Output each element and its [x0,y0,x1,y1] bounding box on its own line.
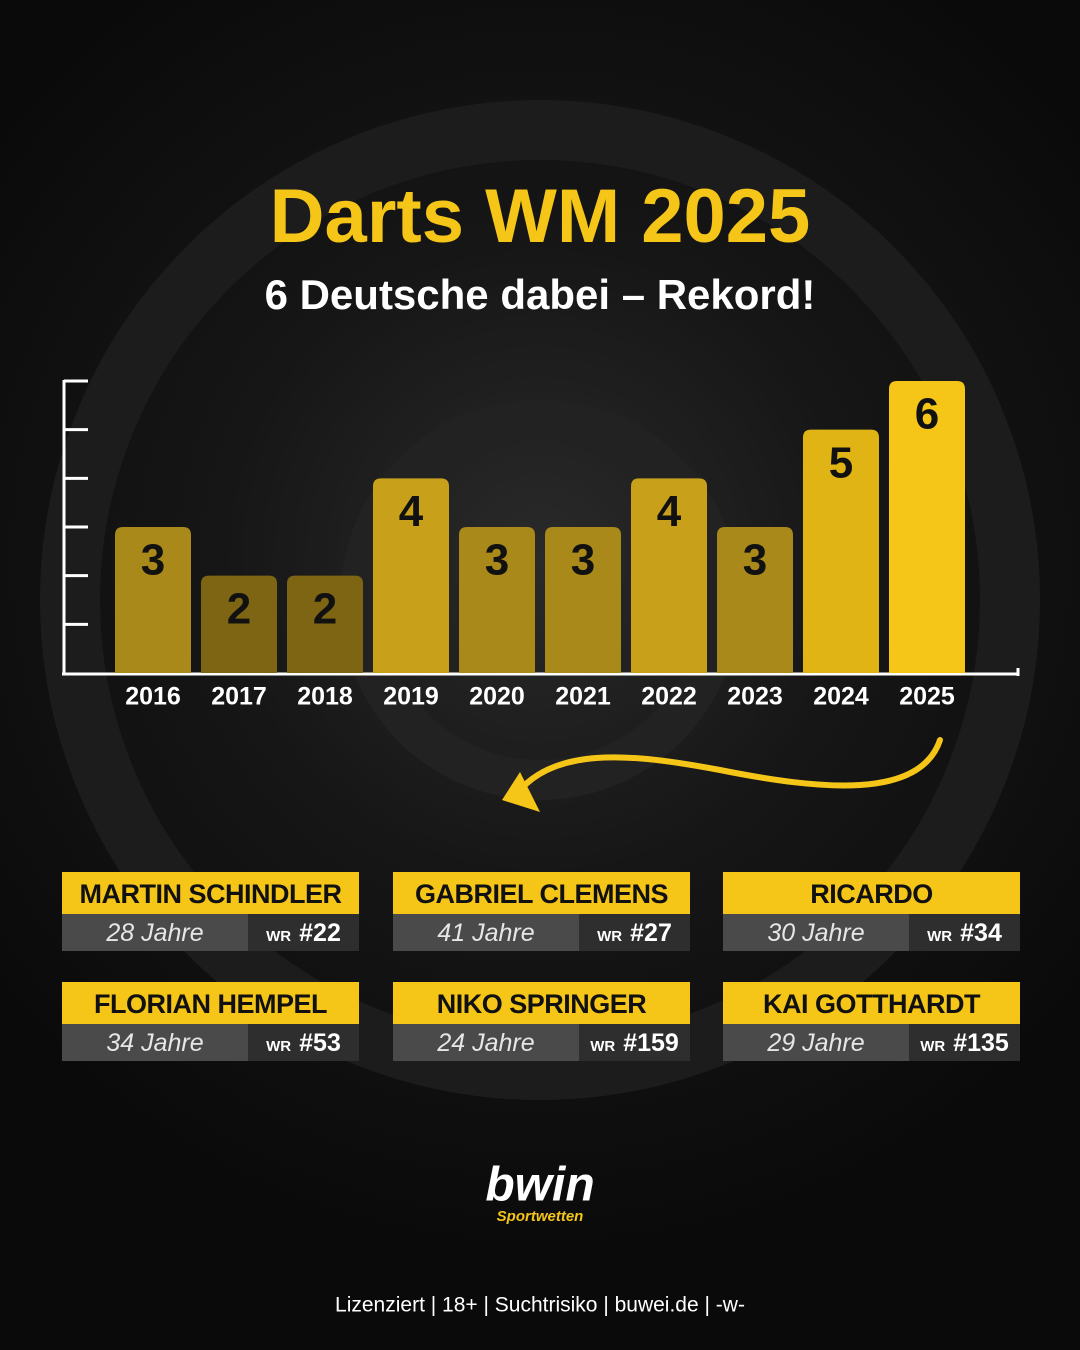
player-rank-box: WR #34 [909,914,1020,951]
x-tick-label: 2021 [555,683,611,711]
bar [373,478,449,673]
rank-label: WR [266,928,292,945]
player-rank: #22 [299,919,341,947]
bar [287,575,363,673]
x-tick-label: 2024 [813,683,869,711]
player-card: KAI GOTTHARDT 29 Jahre WR #135 [723,982,1020,1061]
rank-label: WR [266,1038,292,1055]
x-tick-label: 2016 [125,683,181,711]
player-info: 28 Jahre WR #22 [62,914,359,951]
player-rank-box: WR #27 [579,914,690,951]
rank-label: WR [590,1038,616,1055]
player-age: 29 Jahre [723,1024,909,1061]
rank-label: WR [920,1038,946,1055]
player-rank: #159 [623,1029,679,1057]
player-rank: #34 [960,919,1002,947]
bar [717,527,793,673]
x-tick-label: 2020 [469,683,525,711]
x-tick-label: 2025 [899,683,955,711]
player-info: 34 Jahre WR #53 [62,1024,359,1061]
chart-subtitle: 6 Deutsche dabei – Rekord! [265,271,816,318]
logo-sub: Sportwetten [497,1208,584,1225]
bar [803,429,879,673]
player-rank-box: WR #53 [248,1024,359,1061]
x-tick-label: 2019 [383,683,439,711]
player-card: FLORIAN HEMPEL 34 Jahre WR #53 [62,982,359,1061]
player-info: 41 Jahre WR #27 [393,914,690,951]
bar [115,527,191,673]
player-age: 30 Jahre [723,914,909,951]
player-age: 34 Jahre [62,1024,248,1061]
arrow [517,737,943,793]
player-card: NIKO SPRINGER 24 Jahre WR #159 [393,982,690,1061]
bar [545,527,621,673]
arrow-head [502,772,540,812]
x-tick-label: 2022 [641,683,697,711]
player-rank: #53 [299,1029,341,1057]
logo: bwin [485,1159,594,1212]
bar [201,575,277,673]
value-label: 3 [571,536,595,585]
player-info: 30 Jahre WR #34 [723,914,1020,951]
value-label: 6 [915,390,939,439]
value-label: 3 [485,536,509,585]
bar [889,381,965,673]
value-label: 5 [829,438,853,487]
player-rank-box: WR #159 [579,1024,690,1061]
board-ring [40,100,1040,1100]
player-info: 29 Jahre WR #135 [723,1024,1020,1061]
value-label: 3 [141,536,165,585]
value-label: 3 [743,536,767,585]
value-label: 2 [313,584,337,633]
player-rank: #135 [953,1029,1009,1057]
bar [631,478,707,673]
player-name: RICARDO PIETRECZKO [723,872,1020,953]
value-label: 2 [227,584,251,633]
player-rank-box: WR #135 [909,1024,1020,1061]
player-rank-box: WR #22 [248,914,359,951]
player-card: RICARDO PIETRECZKO30 Jahre WR #34 [723,872,1020,953]
player-card: GABRIEL CLEMENS 41 Jahre WR #27 [393,872,690,951]
chart-title: Darts WM 2025 [270,174,811,259]
x-tick-label: 2018 [297,683,353,711]
player-age: 41 Jahre [393,914,579,951]
player-age: 24 Jahre [393,1024,579,1061]
player-info: 24 Jahre WR #159 [393,1024,690,1061]
player-name: FLORIAN HEMPEL [62,982,359,1024]
value-label: 4 [399,487,424,536]
x-tick-label: 2017 [211,683,267,711]
player-name: NIKO SPRINGER [393,982,690,1024]
x-tick-label: 2023 [727,683,783,711]
rank-label: WR [927,928,953,945]
value-label: 4 [657,487,682,536]
rank-label: WR [597,928,623,945]
player-age: 28 Jahre [62,914,248,951]
player-name: GABRIEL CLEMENS [393,872,690,914]
player-card: MARTIN SCHINDLER 28 Jahre WR #22 [62,872,359,951]
bar [459,527,535,673]
footer: Lizenziert | 18+ | Suchtrisiko | buwei.d… [335,1294,745,1317]
player-rank: #27 [630,919,672,947]
player-name: MARTIN SCHINDLER [62,872,359,914]
player-name: KAI GOTTHARDT [723,982,1020,1024]
